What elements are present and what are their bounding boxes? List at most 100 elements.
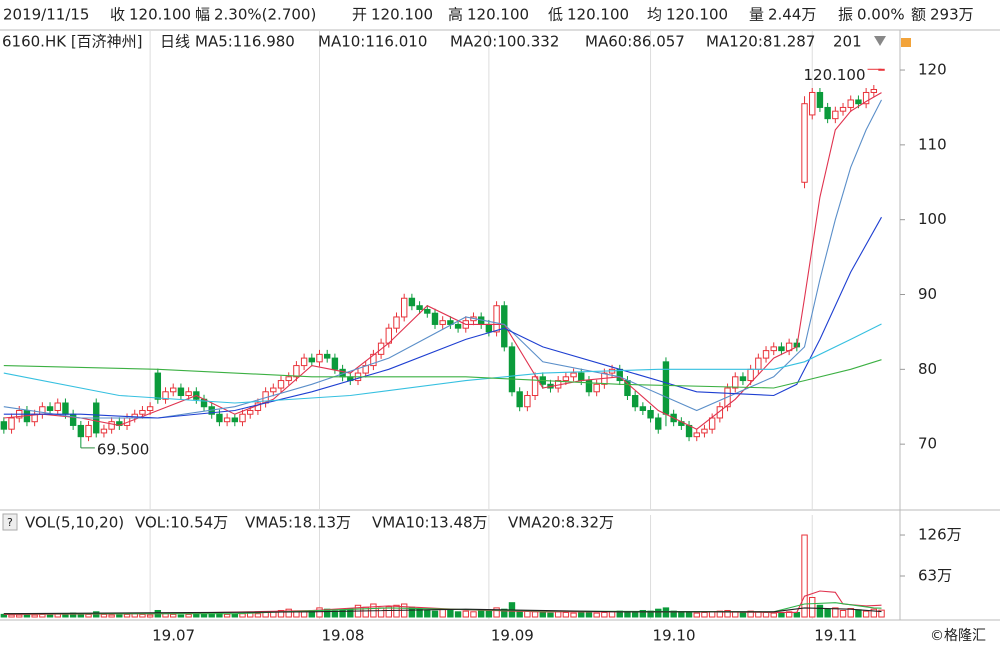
candle-body bbox=[277, 380, 285, 389]
volume-bar bbox=[462, 610, 469, 618]
volume-bar bbox=[39, 613, 46, 618]
volume-bar bbox=[816, 604, 824, 618]
volume-bar bbox=[216, 612, 223, 618]
candle-body bbox=[139, 409, 146, 415]
lock-icon[interactable] bbox=[901, 38, 911, 47]
volume-bar bbox=[239, 613, 246, 618]
candle-body bbox=[439, 320, 446, 325]
candle-body bbox=[809, 91, 816, 116]
candle-body bbox=[100, 428, 108, 434]
candle-body bbox=[839, 106, 847, 112]
legend-entry: MA60:86.057 bbox=[585, 33, 685, 51]
volume-bar bbox=[785, 611, 793, 618]
candle-body bbox=[216, 413, 223, 423]
candle-body bbox=[46, 406, 54, 411]
legend-entry: MA10:116.010 bbox=[318, 33, 427, 51]
candle-body bbox=[832, 110, 839, 120]
volume-bar bbox=[116, 614, 123, 618]
legend-entry: MA120:81.287 bbox=[706, 33, 815, 51]
volume-bar bbox=[678, 611, 685, 618]
candle-body bbox=[655, 417, 662, 430]
candle-body bbox=[639, 406, 647, 411]
volume-bar bbox=[801, 534, 808, 618]
ma-line bbox=[3, 607, 882, 615]
field-label: 量 bbox=[749, 6, 764, 24]
volume-bar bbox=[662, 607, 670, 618]
volume-bar bbox=[539, 611, 546, 618]
field-label: 振 bbox=[838, 6, 853, 24]
field-label: 均 bbox=[647, 6, 662, 24]
volume-bar bbox=[531, 611, 539, 618]
volume-bar bbox=[547, 612, 554, 618]
ma-line bbox=[3, 216, 882, 419]
volume-bar bbox=[254, 613, 262, 618]
candle-body bbox=[593, 383, 600, 393]
volume-bar bbox=[878, 609, 885, 618]
volume-bar bbox=[601, 611, 608, 618]
candle-body bbox=[693, 432, 700, 438]
volume-bar bbox=[231, 613, 239, 618]
help-icon-mark: ? bbox=[7, 516, 13, 529]
candle-body bbox=[370, 353, 377, 367]
candle-body bbox=[54, 402, 61, 411]
volume-bar bbox=[524, 610, 531, 618]
candle-body bbox=[239, 413, 246, 423]
volume-bar bbox=[631, 611, 639, 618]
field-label: 低 bbox=[548, 6, 563, 24]
candle-body bbox=[400, 297, 408, 318]
candle-body bbox=[170, 387, 177, 393]
candle-body bbox=[824, 106, 831, 120]
candle-body bbox=[562, 376, 570, 382]
volume-bar bbox=[439, 608, 446, 618]
date: 2019/11/15 bbox=[3, 6, 89, 24]
field-value: 120.100 bbox=[666, 6, 728, 24]
y-tick-label: 90 bbox=[918, 285, 937, 303]
candle-body bbox=[0, 421, 8, 430]
candle-body bbox=[308, 357, 316, 363]
volume-bar bbox=[809, 596, 816, 618]
ma-line bbox=[3, 323, 882, 404]
legend-entry: VMA20:8.32万 bbox=[508, 514, 614, 532]
candle-body bbox=[8, 417, 15, 430]
help-icon[interactable] bbox=[2, 513, 18, 531]
volume-bar bbox=[62, 613, 69, 618]
candle-body bbox=[647, 409, 654, 419]
volume-bar bbox=[454, 611, 462, 618]
candle-body bbox=[701, 428, 708, 434]
volume-bar bbox=[485, 610, 493, 618]
candle-body bbox=[77, 424, 85, 438]
volume-bar bbox=[685, 611, 693, 618]
candle-body bbox=[855, 99, 862, 105]
volume-bar bbox=[177, 614, 185, 618]
more: 201 bbox=[833, 33, 862, 51]
annotation-label: 69.500 bbox=[97, 440, 149, 458]
volume-title: VOL(5,10,20) bbox=[25, 514, 124, 532]
candle-body bbox=[154, 372, 162, 400]
candle-body bbox=[431, 312, 439, 325]
ma-line bbox=[3, 99, 882, 419]
candle-body bbox=[493, 305, 500, 333]
candle-body bbox=[69, 413, 77, 426]
x-tick-label: 19.09 bbox=[491, 627, 534, 645]
volume-bar bbox=[185, 613, 192, 618]
volume-bar bbox=[855, 609, 862, 618]
dropdown-icon[interactable] bbox=[874, 36, 886, 46]
candle-body bbox=[285, 376, 292, 382]
volume-bar bbox=[85, 613, 92, 618]
legend-entry: VMA10:13.48万 bbox=[372, 514, 488, 532]
candle-body bbox=[816, 91, 824, 108]
volume-bar bbox=[862, 610, 870, 618]
candle-body bbox=[324, 353, 331, 359]
candle-body bbox=[146, 406, 154, 411]
volume-bar bbox=[393, 604, 400, 618]
volume-bar bbox=[46, 614, 54, 618]
volume-bar bbox=[724, 609, 731, 618]
volume-bar bbox=[778, 611, 785, 618]
volume-bar bbox=[300, 611, 308, 618]
candle-body bbox=[223, 417, 231, 423]
candle-body bbox=[331, 357, 339, 370]
candle-body bbox=[247, 409, 254, 415]
candle-body bbox=[870, 88, 878, 93]
volume-bar bbox=[593, 612, 600, 618]
